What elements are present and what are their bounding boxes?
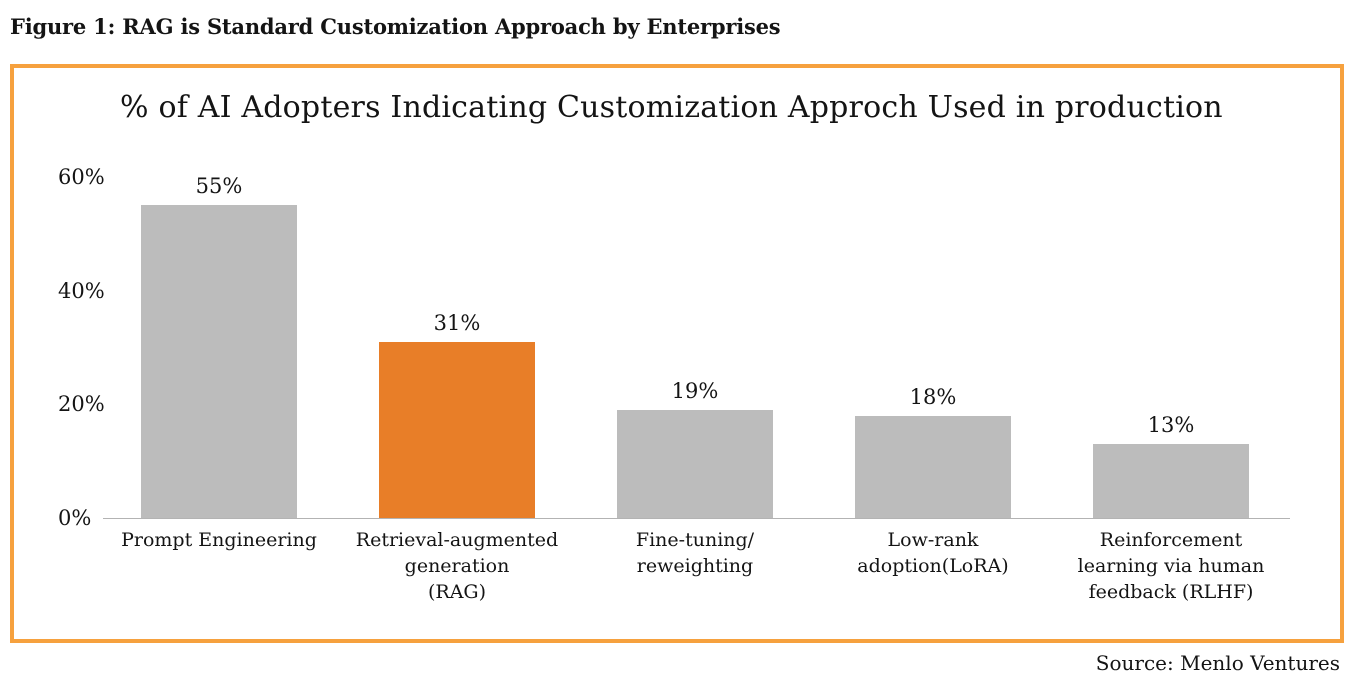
- bar-column: 19%: [576, 379, 814, 518]
- y-tick-label: 0%: [58, 506, 92, 530]
- y-tick-label: 20%: [58, 392, 105, 417]
- bar-column: 13%: [1052, 413, 1290, 518]
- bar: [379, 342, 535, 518]
- source-credit: Source: Menlo Ventures: [1095, 651, 1340, 675]
- figure-title: Figure 1: RAG is Standard Customization …: [10, 14, 781, 39]
- bar-value-label: 31%: [433, 311, 481, 335]
- bar-value-label: 55%: [195, 174, 243, 198]
- bar-value-label: 19%: [671, 379, 719, 403]
- bars-container: 55% 31% 19% 18% 13%: [100, 68, 1290, 518]
- bar: [617, 410, 773, 518]
- bar-value-label: 13%: [1147, 413, 1195, 437]
- bar-category-label: Prompt Engineering: [121, 529, 317, 551]
- bar: [855, 416, 1011, 518]
- chart-frame: % of AI Adopters Indicating Customizatio…: [10, 64, 1344, 643]
- y-tick-label: 60%: [58, 165, 105, 189]
- x-axis-line: [103, 518, 1290, 519]
- category-labels: Prompt Engineering Retrieval-augmented ge…: [100, 527, 1290, 606]
- bar: [141, 205, 297, 518]
- bar: [1093, 444, 1249, 518]
- bar-category-label: Reinforcement learning via human feedbac…: [1077, 529, 1265, 604]
- bar-category-label: Low-rank adoption(LoRA): [857, 529, 1009, 578]
- bar-column: 31%: [338, 311, 576, 518]
- bar-column: 18%: [814, 385, 1052, 518]
- y-tick-label: 40%: [58, 278, 105, 303]
- bar-category-label: Fine-tuning/ reweighting: [635, 529, 755, 578]
- bar-chart: 0% 20% 40% 60% 55% 31% 19% 18% 13% Prompt Engin…: [14, 68, 1340, 639]
- chart-title: % of AI Adopters Indicating Customizatio…: [120, 90, 1223, 125]
- bar-column: 55%: [100, 174, 338, 518]
- bar-category-label: Retrieval-augmented generation (RAG): [355, 529, 559, 604]
- bar-value-label: 18%: [909, 385, 957, 409]
